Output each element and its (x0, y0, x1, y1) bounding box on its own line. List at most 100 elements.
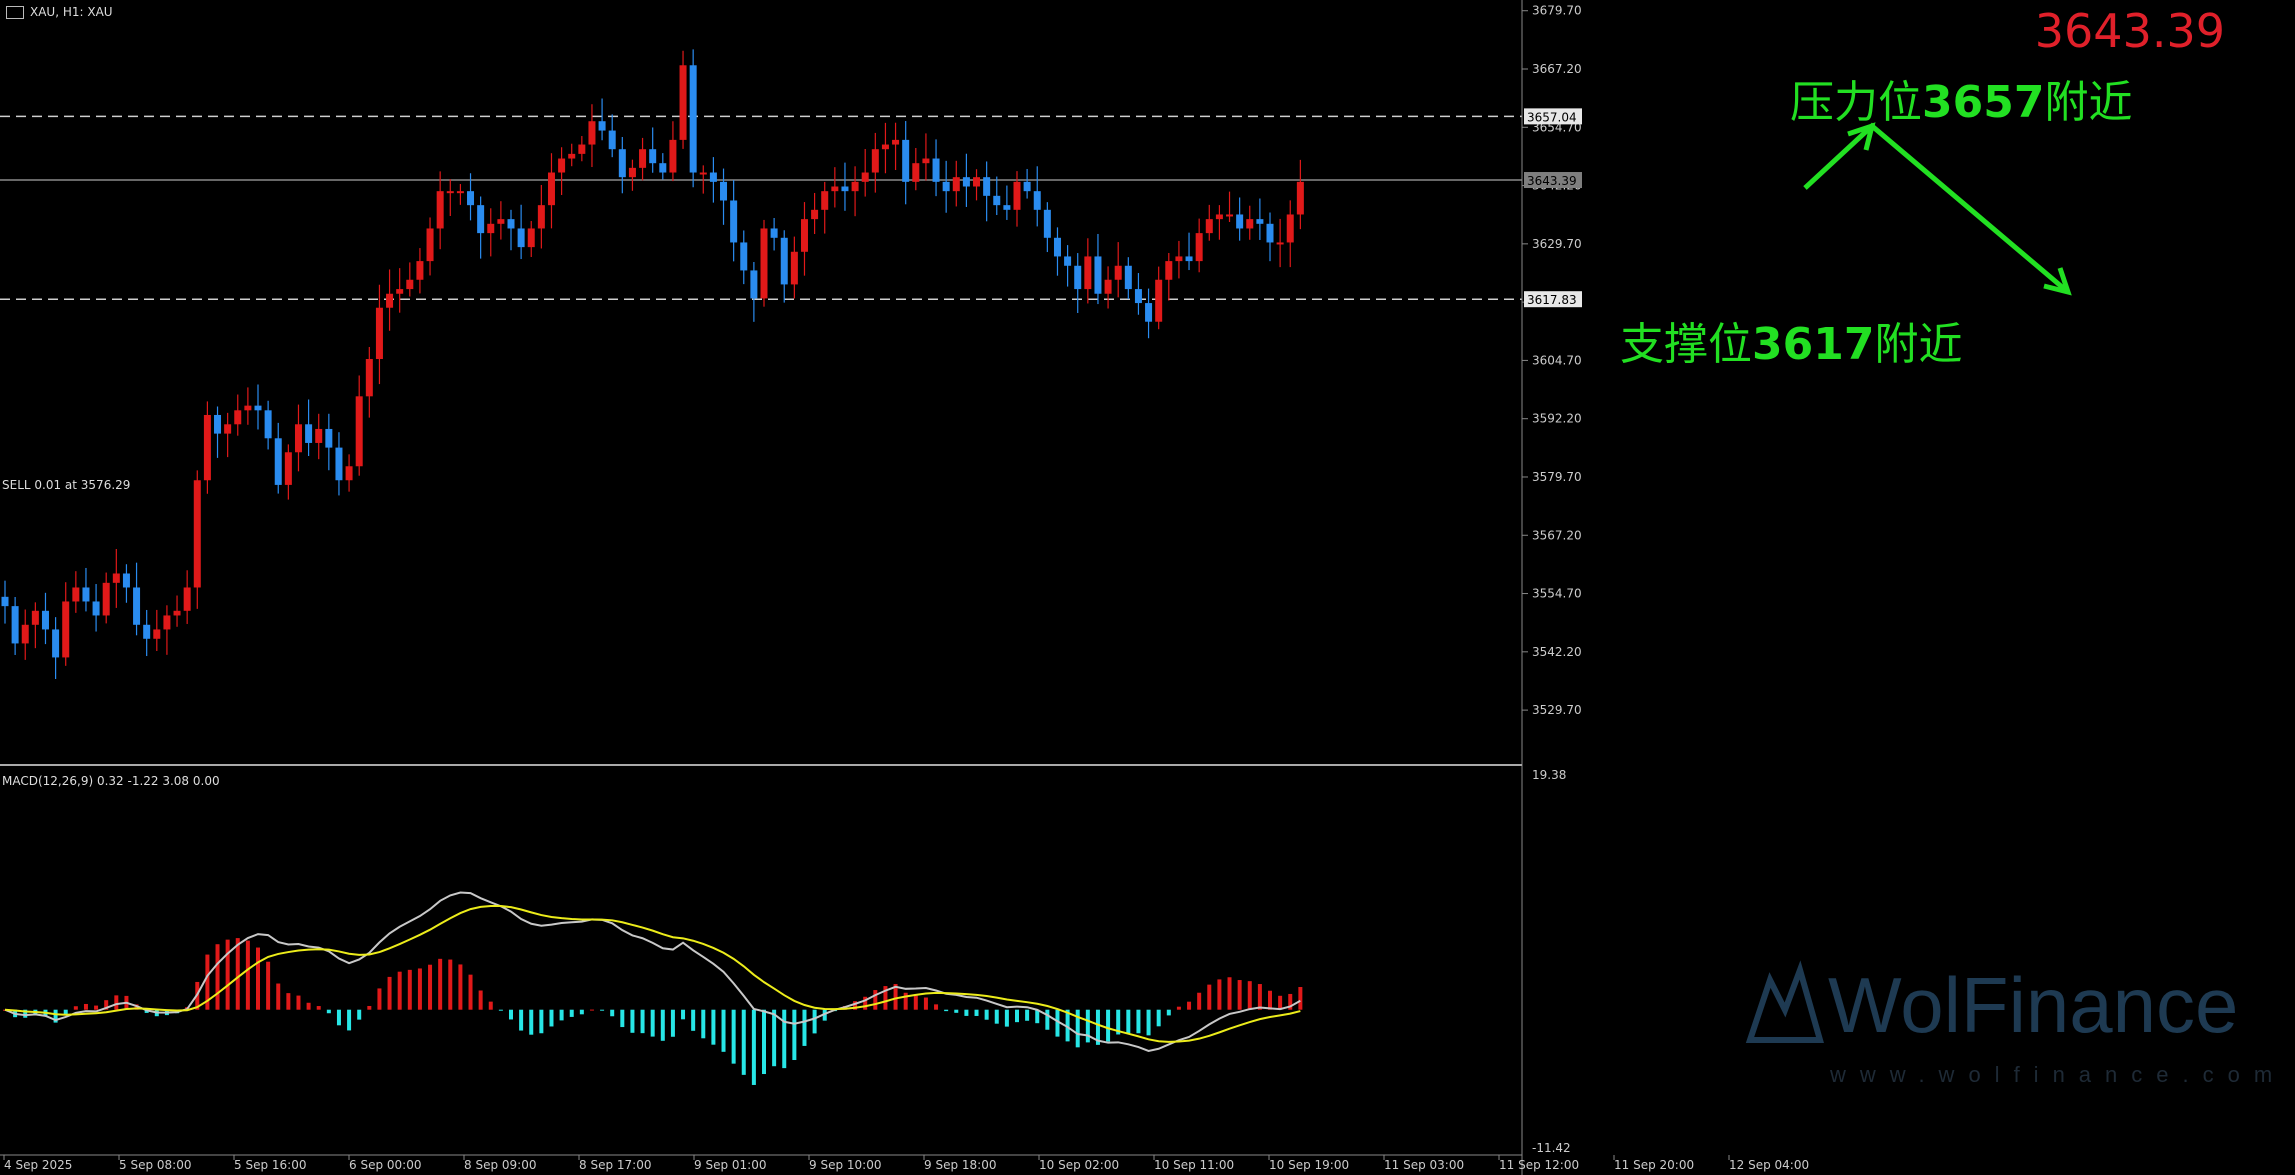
chart-menu-icon[interactable] (6, 6, 24, 19)
y-tick-label: 3529.70 (1532, 703, 1582, 717)
candle-body (720, 181, 728, 201)
arrow-head-up-icon (1847, 122, 1876, 151)
macd-histogram-bar (326, 1009, 331, 1014)
candle-body (1215, 214, 1223, 220)
macd-histogram-bar (144, 1009, 149, 1013)
macd-histogram-bar (1004, 1009, 1009, 1027)
candle-body (780, 237, 788, 285)
macd-histogram-bar (913, 995, 918, 1010)
candle-body (851, 181, 859, 192)
candle-body (800, 219, 808, 252)
candle-body (639, 149, 647, 168)
resistance-value: 3657 (1922, 77, 2045, 128)
macd-histogram-bar (691, 1009, 696, 1031)
candle-body (578, 144, 586, 154)
candle-body (294, 424, 302, 453)
candle-body (608, 130, 616, 150)
candle-body (112, 573, 120, 583)
macd-histogram-bar (1176, 1006, 1181, 1010)
price-level-tag (1524, 291, 1582, 308)
candle-body (477, 205, 485, 234)
macd-histogram-bar (83, 1003, 88, 1010)
macd-histogram-bar (1126, 1009, 1131, 1034)
macd-histogram-bar (1257, 984, 1262, 1010)
macd-histogram-bar (347, 1009, 352, 1031)
candle-body (1064, 256, 1072, 266)
macd-histogram-bar (1237, 980, 1242, 1010)
macd-histogram-bar (1055, 1009, 1060, 1037)
y-tick-label: 3604.70 (1532, 353, 1582, 367)
candle-body (1155, 279, 1163, 322)
candle-body (1145, 303, 1153, 322)
candle-body (133, 587, 141, 625)
price-level-tag-text: 3657.04 (1527, 110, 1577, 124)
x-tick-label: 11 Sep 12:00 (1499, 1158, 1579, 1172)
candle-body (497, 219, 505, 224)
price-level-tag (1524, 108, 1582, 125)
time-axis: 4 Sep 2025 5 Sep 08:00 5 Sep 16:00 6 Sep 00… (3, 1155, 1809, 1172)
candle-body (558, 158, 566, 173)
macd-histogram-bar (519, 1009, 524, 1031)
candle-body (72, 587, 80, 602)
x-tick-label: 12 Sep 04:00 (1729, 1158, 1809, 1172)
macd-histogram-bar (488, 1001, 493, 1010)
candle-body (1195, 233, 1203, 262)
macd-histogram-bar (792, 1009, 797, 1061)
macd-histogram-bar (1116, 1009, 1121, 1035)
candle-body (993, 195, 1001, 206)
macd-histogram-bar (589, 1009, 594, 1011)
candle-body (173, 610, 181, 616)
candle-body (1013, 181, 1021, 210)
candle-body (760, 228, 768, 299)
candle-body (456, 191, 464, 194)
candle-body (244, 405, 252, 411)
macd-histogram-bar (235, 938, 240, 1010)
candle-body (224, 424, 232, 434)
candle-body (962, 177, 970, 187)
x-tick-label: 5 Sep 16:00 (234, 1158, 306, 1172)
macd-histogram-bar (974, 1009, 979, 1016)
macd-histogram-bar (438, 958, 443, 1010)
candle-body (315, 428, 323, 443)
candle-body (1124, 265, 1132, 290)
macd-histogram-bar (478, 990, 483, 1010)
macd-histogram-bar (428, 964, 433, 1010)
candle-body (861, 172, 869, 182)
x-tick-label: 11 Sep 03:00 (1384, 1158, 1464, 1172)
y-tick-label: 3629.70 (1532, 237, 1582, 251)
candle-body (203, 414, 211, 481)
candle-body (254, 405, 262, 411)
candle-body (892, 139, 900, 145)
candle-body (325, 428, 333, 448)
candle-body (679, 65, 687, 140)
macd-histogram-bar (751, 1009, 756, 1085)
macd-histogram-bar (600, 1009, 605, 1011)
macd-histogram-bar (256, 947, 260, 1010)
candle-body (659, 163, 667, 173)
price-level-tag-text: 3643.39 (1527, 174, 1577, 188)
macd-label: MACD(12,26,9) 0.32 -1.22 3.08 0.00 (2, 774, 220, 788)
wolf-logo-icon (1745, 960, 1824, 1043)
candle-body (841, 186, 849, 192)
macd-histogram-bar (94, 1005, 99, 1010)
candle-body (669, 139, 677, 173)
macd-histogram-bar (1278, 995, 1283, 1010)
macd-histogram-bar (610, 1009, 615, 1017)
macd-histogram-bar (1247, 981, 1252, 1010)
candle-body (942, 181, 950, 192)
candle-body (1033, 191, 1041, 210)
macd-histogram-bar (681, 1009, 686, 1020)
current-price-display: 3643.39 (2034, 4, 2225, 58)
macd-histogram-bar (660, 1009, 665, 1041)
macd-histogram-bar (1227, 977, 1232, 1010)
y-tick-label: 3542.20 (1532, 645, 1582, 659)
macd-histogram-bar (721, 1009, 726, 1052)
candle-body (345, 466, 353, 481)
candle-body (547, 172, 555, 206)
macd-tick-label: 19.38 (1532, 768, 1566, 782)
x-tick-label: 5 Sep 08:00 (119, 1158, 191, 1172)
macd-histogram-bar (893, 984, 898, 1010)
macd-histogram-bar (104, 1000, 109, 1010)
candle-body (598, 121, 606, 131)
macd-histogram-bar (1075, 1009, 1080, 1048)
